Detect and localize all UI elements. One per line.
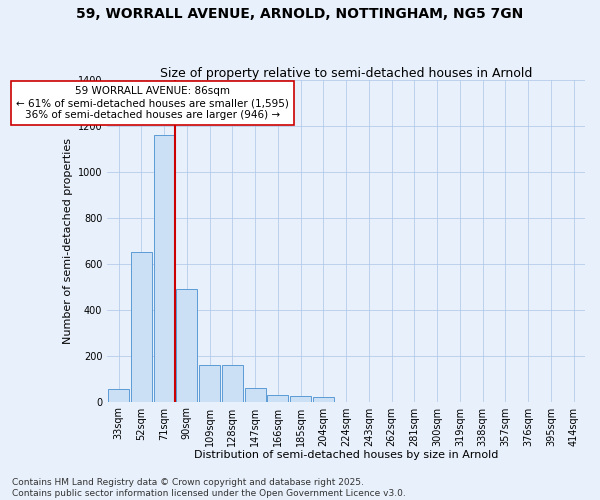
Bar bbox=[199, 365, 220, 402]
Bar bbox=[176, 289, 197, 402]
Bar bbox=[313, 397, 334, 402]
Y-axis label: Number of semi-detached properties: Number of semi-detached properties bbox=[64, 138, 73, 344]
Bar bbox=[268, 394, 288, 402]
Bar bbox=[290, 396, 311, 402]
Text: 59 WORRALL AVENUE: 86sqm
← 61% of semi-detached houses are smaller (1,595)
36% o: 59 WORRALL AVENUE: 86sqm ← 61% of semi-d… bbox=[16, 86, 289, 120]
Bar bbox=[222, 365, 243, 402]
Bar bbox=[245, 388, 266, 402]
X-axis label: Distribution of semi-detached houses by size in Arnold: Distribution of semi-detached houses by … bbox=[194, 450, 498, 460]
Text: 59, WORRALL AVENUE, ARNOLD, NOTTINGHAM, NG5 7GN: 59, WORRALL AVENUE, ARNOLD, NOTTINGHAM, … bbox=[76, 8, 524, 22]
Bar bbox=[131, 252, 152, 402]
Text: Contains HM Land Registry data © Crown copyright and database right 2025.
Contai: Contains HM Land Registry data © Crown c… bbox=[12, 478, 406, 498]
Bar bbox=[154, 134, 175, 402]
Bar bbox=[108, 389, 129, 402]
Title: Size of property relative to semi-detached houses in Arnold: Size of property relative to semi-detach… bbox=[160, 66, 532, 80]
